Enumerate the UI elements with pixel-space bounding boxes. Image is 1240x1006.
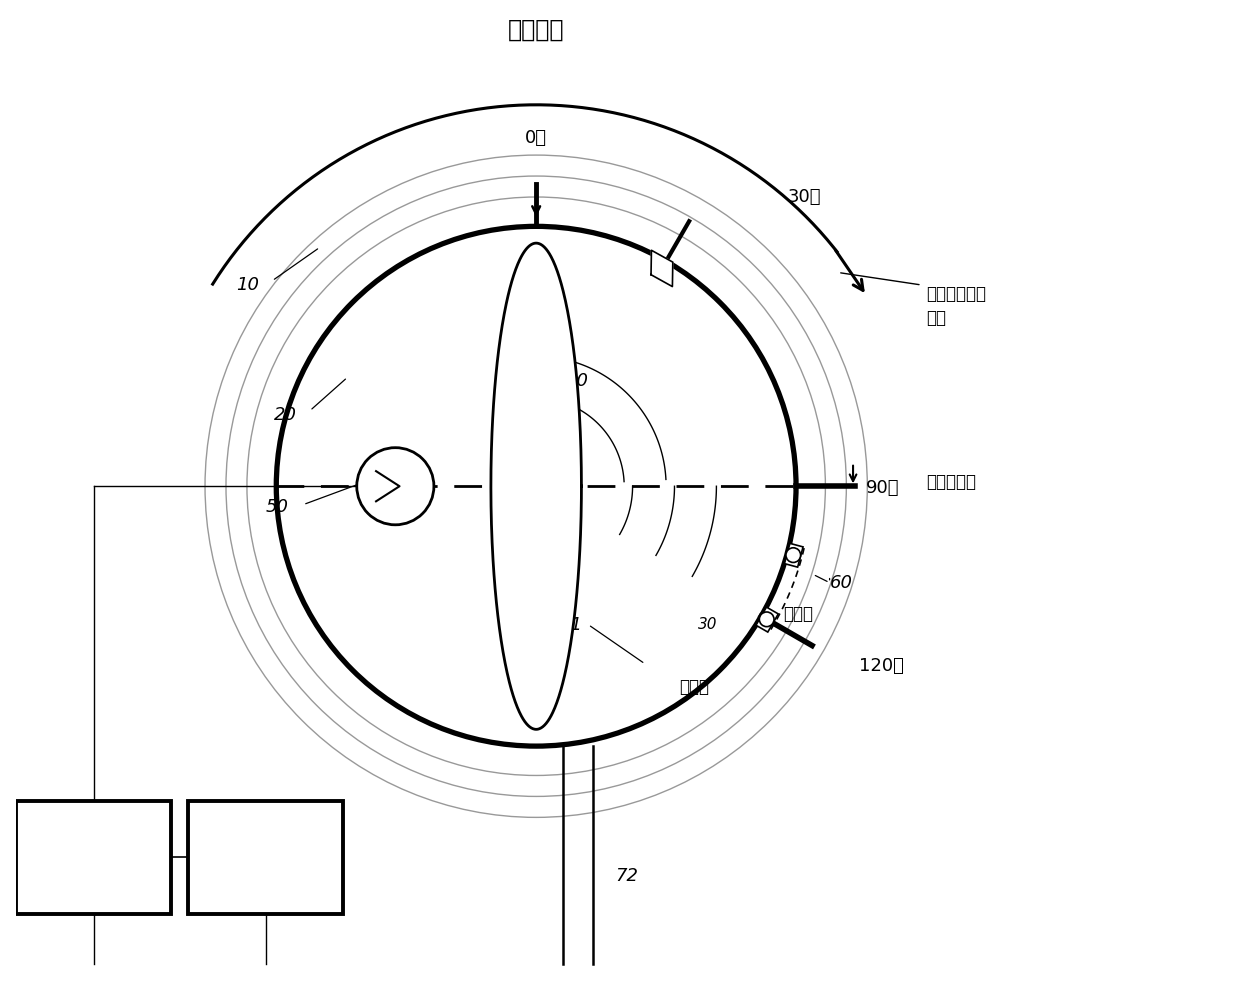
Polygon shape (651, 250, 673, 287)
Circle shape (786, 548, 801, 562)
Text: 50: 50 (265, 498, 289, 516)
Text: 正常工作角度
范围: 正常工作角度 范围 (926, 285, 986, 327)
Text: 工作极限位: 工作极限位 (926, 473, 976, 491)
Text: 80: 80 (250, 845, 281, 869)
Text: 90: 90 (532, 444, 556, 462)
Circle shape (759, 612, 774, 627)
Text: 0度: 0度 (526, 129, 547, 147)
Circle shape (357, 448, 434, 525)
Text: 安全位: 安全位 (784, 605, 813, 623)
Text: 30度: 30度 (787, 188, 821, 206)
Text: 120度: 120度 (859, 658, 904, 675)
Text: 60: 60 (830, 573, 853, 592)
Text: 30: 30 (698, 617, 718, 632)
Bar (16, 801, 171, 913)
Text: 停止位: 停止位 (678, 678, 709, 696)
Polygon shape (756, 607, 779, 632)
Text: 20: 20 (274, 406, 298, 424)
Text: 40: 40 (78, 845, 110, 869)
Text: 10: 10 (237, 276, 259, 294)
Text: 71: 71 (559, 616, 583, 634)
Text: 72: 72 (616, 867, 639, 885)
Polygon shape (785, 543, 804, 567)
Text: 90度: 90度 (866, 479, 899, 497)
Text: 90: 90 (565, 372, 589, 390)
Polygon shape (491, 243, 582, 729)
Bar (188, 801, 343, 913)
Text: 顺桨方向: 顺桨方向 (508, 17, 564, 41)
